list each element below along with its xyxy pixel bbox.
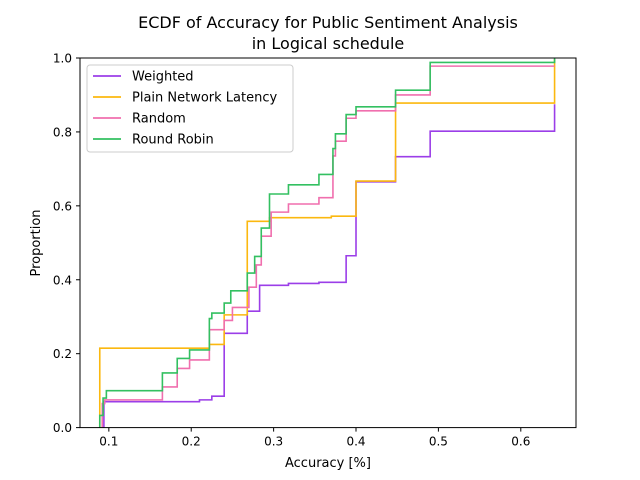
- series-line-weighted: [103, 104, 556, 428]
- y-tick-label: 0.0: [53, 421, 72, 435]
- y-tick-label: 0.8: [53, 125, 72, 139]
- legend-label: Random: [132, 112, 186, 127]
- x-tick-label: 0.4: [346, 435, 365, 449]
- legend: Weighted Plain Network Latency Random Round…: [86, 64, 294, 153]
- y-axis-label: Proportion: [29, 209, 44, 276]
- legend-label: Round Robin: [132, 133, 214, 148]
- series-line-random: [101, 65, 555, 428]
- x-tick-label: 0.3: [264, 435, 283, 449]
- y-axis: 0.0 0.2 0.4 0.6 0.8 1.0: [53, 52, 80, 435]
- x-tick-label: 0.2: [182, 435, 201, 449]
- y-tick-label: 0.2: [53, 347, 72, 361]
- y-tick-label: 1.0: [53, 52, 72, 66]
- legend-box: [86, 64, 294, 153]
- y-tick-label: 0.4: [53, 273, 72, 287]
- plot-frame: [79, 57, 577, 429]
- y-tick-label: 0.6: [53, 199, 72, 213]
- x-tick-label: 0.1: [99, 435, 118, 449]
- x-tick-label: 0.5: [429, 435, 448, 449]
- x-axis: 0.1 0.2 0.3 0.4 0.5 0.6: [99, 427, 530, 449]
- legend-label: Plain Network Latency: [132, 91, 278, 106]
- x-tick-label: 0.6: [511, 435, 530, 449]
- x-axis-label: Accuracy [%]: [285, 456, 371, 471]
- series-layer: [98, 58, 556, 428]
- chart-title-line2: in Logical schedule: [252, 34, 405, 53]
- series-line-round-robin: [98, 58, 556, 428]
- chart-title-line1: ECDF of Accuracy for Public Sentiment An…: [138, 13, 518, 32]
- legend-label: Weighted: [132, 70, 194, 85]
